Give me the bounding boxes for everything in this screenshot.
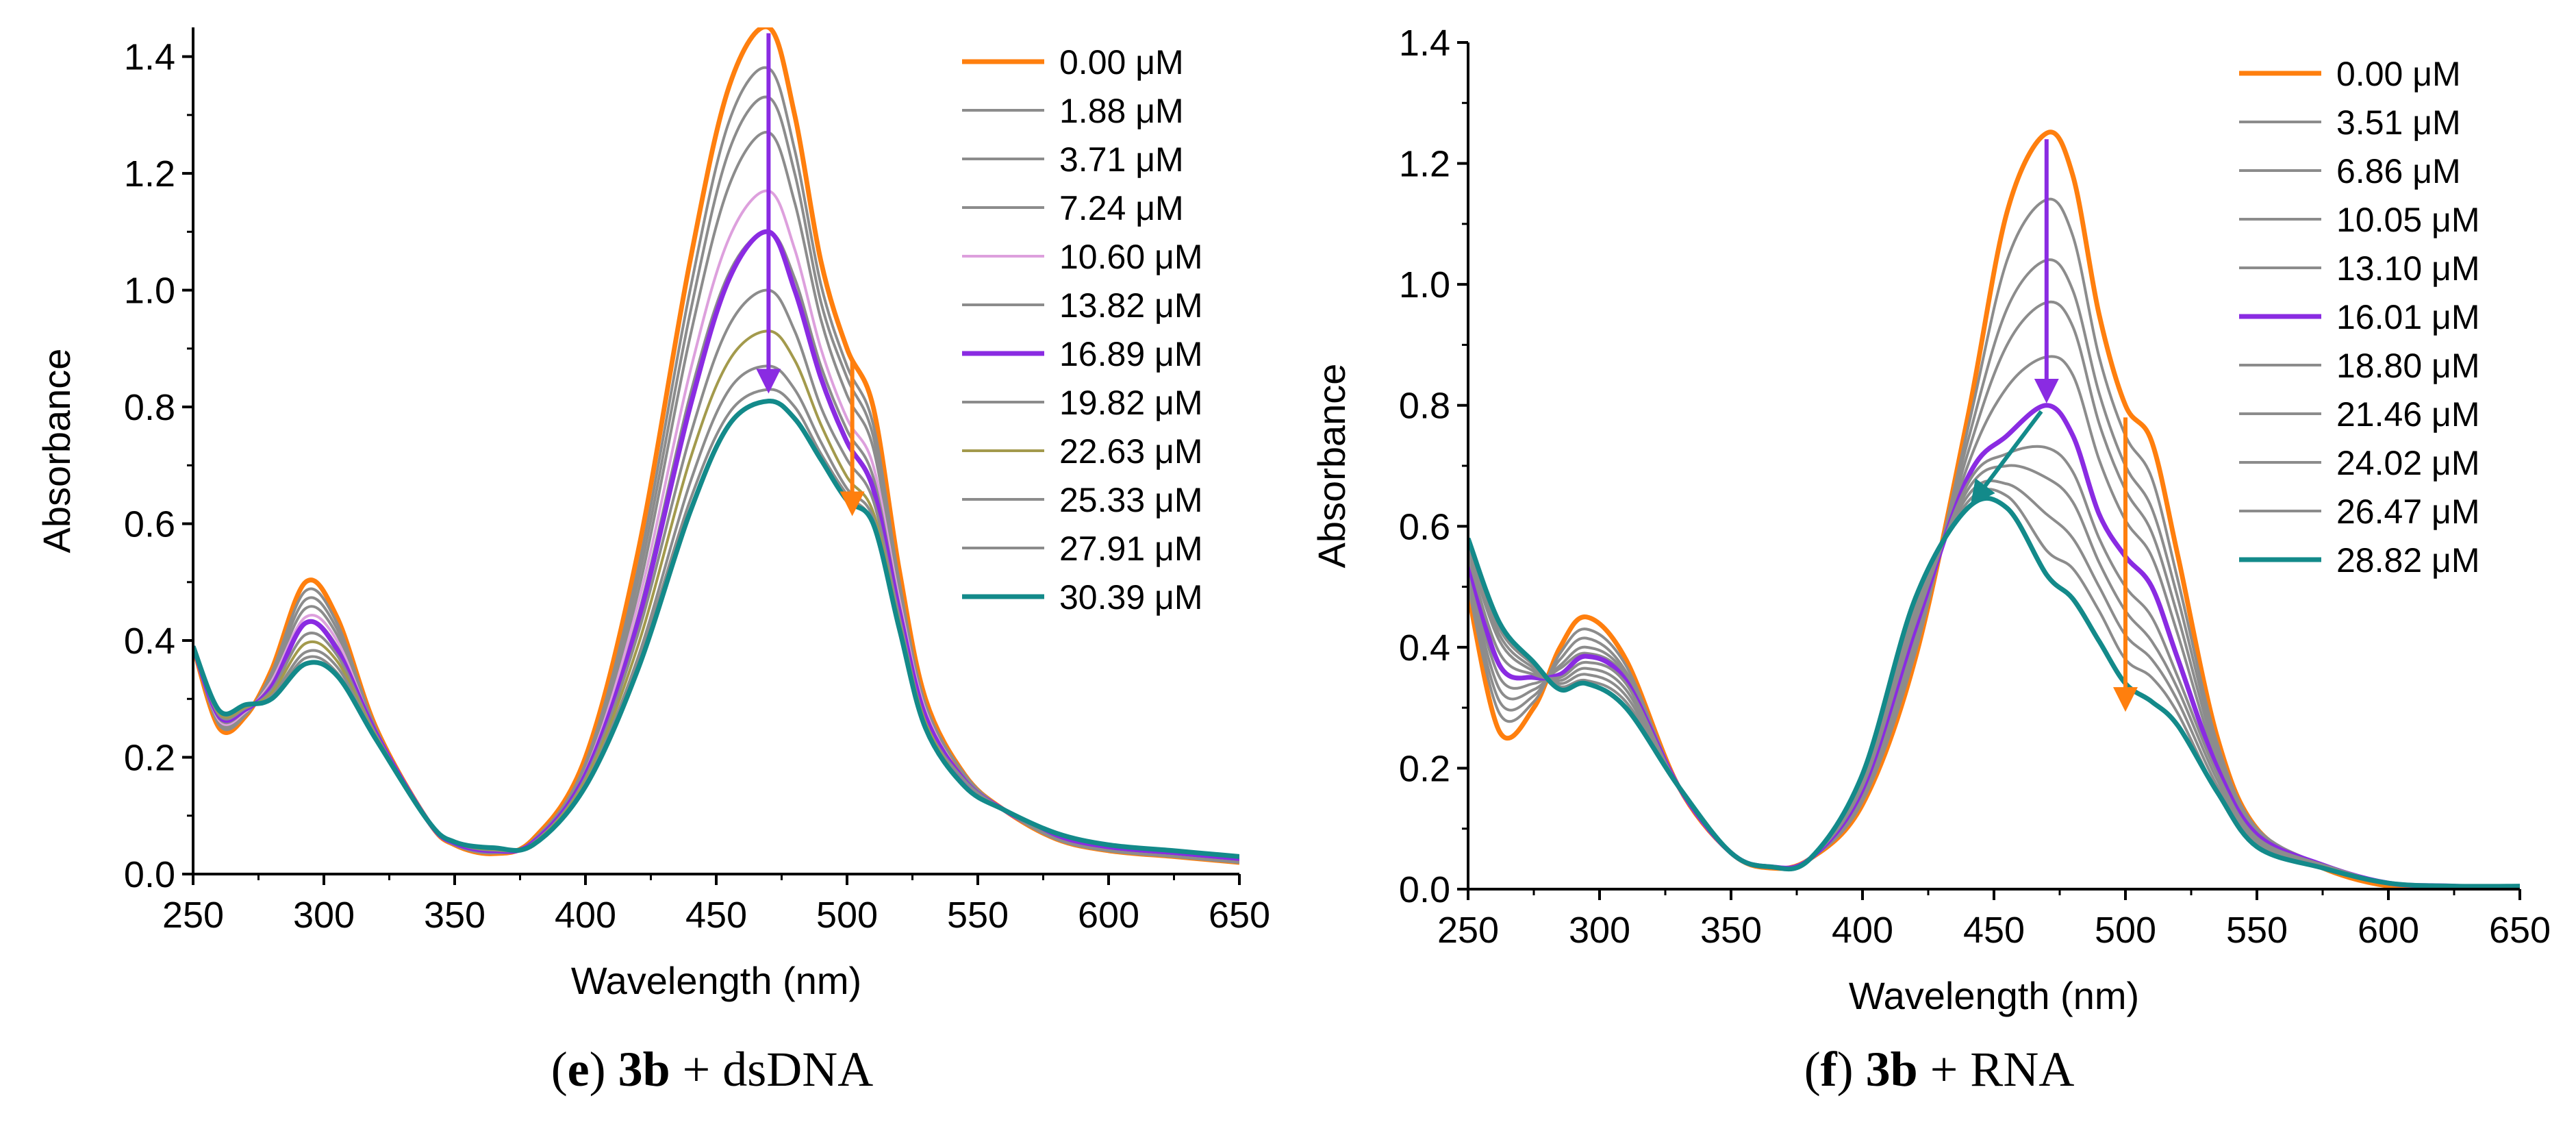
legend-label: 25.33 μM [1059,481,1202,519]
legend-label: 10.60 μM [1059,238,1202,276]
x-tick-label: 600 [2358,910,2419,951]
y-tick-label: 1.4 [124,37,175,78]
y-tick-label: 0.6 [1399,506,1450,547]
y-tick-label: 1.4 [1399,23,1450,64]
x-tick-label: 400 [1832,910,1893,951]
x-tick-label: 350 [1700,910,1762,951]
y-tick-label: 0.4 [124,621,175,662]
x-tick-label: 650 [2489,910,2551,951]
legend-label: 22.63 μM [1059,432,1202,471]
legend-label: 7.24 μM [1059,189,1184,227]
panel-f-caption: (f) 3b + RNA [1804,1042,2075,1097]
x-tick-label: 400 [555,895,616,936]
legend-label: 28.82 μM [2336,541,2479,580]
y-tick-label: 1.0 [1399,264,1450,306]
y-tick-label: 0.0 [124,854,175,895]
trend-arrow [1970,410,2043,506]
legend-label: 19.82 μM [1059,384,1202,422]
y-axis-label: Absorbance [1310,364,1353,569]
y-tick-label: 0.0 [1399,869,1450,910]
legend-label: 13.10 μM [2336,249,2479,288]
y-tick-label: 0.2 [1399,748,1450,789]
series-group [193,27,1239,865]
legend-label: 3.71 μM [1059,140,1184,179]
x-tick-label: 550 [947,895,1009,936]
legend-label: 10.05 μM [2336,201,2479,239]
series-line-2 [193,95,1239,864]
series-line-3 [1468,300,2520,889]
legend-label: 21.46 μM [2336,395,2479,434]
series-line-11 [193,399,1239,859]
y-axis-label: Absorbance [35,349,78,553]
x-tick-label: 250 [1437,910,1499,951]
panel-e-caption: (e) 3b + dsDNA [551,1042,874,1097]
y-tick-label: 0.2 [124,738,175,779]
legend-label: 13.82 μM [1059,286,1202,325]
y-tick-label: 0.6 [124,504,175,545]
y-tick-label: 1.2 [124,153,175,195]
legend-label: 30.39 μM [1059,578,1202,617]
x-tick-label: 500 [816,895,878,936]
series-line-10 [1468,495,2520,889]
y-tick-label: 1.2 [1399,144,1450,185]
panel-f-chart: 250 300 350 400 450 500 550 600 650 0.0 0.2 0.4 0.6 0… [1310,23,2551,1017]
x-tick-label: 300 [293,895,355,936]
legend-label: 6.86 μM [2336,152,2461,190]
y-tick-label: 0.8 [1399,386,1450,427]
legend-label: 24.02 μM [2336,444,2479,482]
x-tick-label: 350 [424,895,485,936]
legend-label: 26.47 μM [2336,493,2479,531]
series-line-4 [1468,355,2520,889]
legend-label: 18.80 μM [2336,347,2479,385]
x-tick-label: 550 [2226,910,2288,951]
series-line-5 [1468,403,2520,889]
y-tick-label: 0.8 [124,387,175,428]
legend-label: 27.91 μM [1059,530,1202,568]
legend-label: 0.00 μM [2336,55,2461,93]
x-axis-label: Wavelength (nm) [1849,974,2139,1017]
x-tick-label: 250 [162,895,224,936]
series-line-8 [1468,479,2520,889]
x-tick-label: 650 [1209,895,1270,936]
legend-label: 1.88 μM [1059,92,1184,130]
series-line-6 [1468,445,2520,889]
x-tick-label: 500 [2095,910,2156,951]
legend-label: 0.00 μM [1059,43,1184,82]
legend: 0.00 μM 1.88 μM 3.71 μM 7.24 μM 10.60 μM 13.8… [962,43,1202,617]
legend: 0.00 μM 3.51 μM 6.86 μM 10.05 μM 13.10 μM 16.… [2239,55,2479,580]
panel-e-chart: 250 300 350 400 450 500 550 600 650 0.0 0.2 0.4 0.6 0… [35,27,1270,1002]
legend-label: 3.51 μM [2336,103,2461,142]
x-tick-label: 300 [1569,910,1630,951]
y-tick-label: 0.4 [1399,627,1450,669]
series-line-7 [193,288,1239,864]
legend-label: 16.01 μM [2336,298,2479,336]
series-group [1468,129,2520,889]
legend-label: 16.89 μM [1059,335,1202,373]
x-axis-label: Wavelength (nm) [571,959,861,1002]
x-tick-label: 450 [685,895,747,936]
series-line-2 [1468,258,2520,889]
x-tick-label: 600 [1078,895,1139,936]
x-tick-label: 450 [1963,910,2025,951]
y-tick-label: 1.0 [124,271,175,312]
